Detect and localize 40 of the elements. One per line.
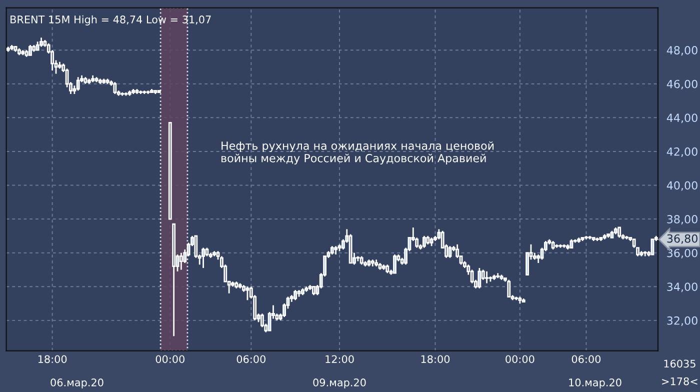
x-tick-label: 06:00 bbox=[236, 355, 266, 364]
x-tick-label: 18:00 bbox=[38, 355, 67, 364]
text: BRENT 15M High = 48,74 Low = 31,07 bbox=[10, 15, 211, 26]
y-tick-label: 34,00 bbox=[667, 282, 698, 292]
candlestick bbox=[40, 36, 43, 48]
annotation: Нефть рухнула на ожиданиях начала ценовой войны между Россией и Саудовской Аравией bbox=[222, 141, 494, 164]
x-tick-label: 18:00 bbox=[421, 355, 450, 364]
x-tick-label: 00:00 bbox=[506, 355, 534, 364]
y-tick-label: 40,00 bbox=[666, 181, 698, 191]
candlestick bbox=[246, 286, 250, 301]
y-tick-label: 46,00 bbox=[666, 80, 698, 90]
candlestick bbox=[76, 76, 80, 92]
candlestick bbox=[422, 235, 426, 248]
text: 36,80 bbox=[667, 234, 698, 244]
candlestick bbox=[202, 247, 205, 269]
candlestick bbox=[478, 267, 482, 290]
y-tick-label: 44,00 bbox=[666, 114, 698, 124]
text: 16035 bbox=[664, 360, 696, 368]
text: >178< bbox=[662, 377, 698, 386]
x-tick-label: 06:00 bbox=[572, 355, 601, 364]
candlestick bbox=[650, 238, 654, 256]
y-tick-label: 38,00 bbox=[667, 215, 698, 225]
text: 10.мар.20 bbox=[569, 378, 622, 388]
candlestick bbox=[507, 279, 511, 298]
text: 09.мар.20 bbox=[313, 378, 366, 388]
y-tick-label: 36,00 bbox=[667, 248, 698, 258]
candlestick bbox=[113, 81, 117, 95]
candlestick bbox=[393, 254, 396, 274]
y-tick-label: 48,00 bbox=[666, 46, 698, 56]
text: 06.мар.20 bbox=[50, 378, 104, 388]
candlestick bbox=[28, 44, 32, 56]
candlestick bbox=[448, 245, 452, 259]
y-tick-label: 32,00 bbox=[667, 316, 698, 326]
candlestick bbox=[294, 289, 298, 301]
y-tick-label: 42,00 bbox=[666, 147, 698, 157]
candlestick bbox=[618, 226, 622, 238]
x-tick-label: 12:00 bbox=[326, 355, 354, 364]
candlestick bbox=[179, 252, 183, 270]
x-tick-label: 00:00 bbox=[156, 355, 184, 364]
candlestick bbox=[485, 270, 488, 284]
